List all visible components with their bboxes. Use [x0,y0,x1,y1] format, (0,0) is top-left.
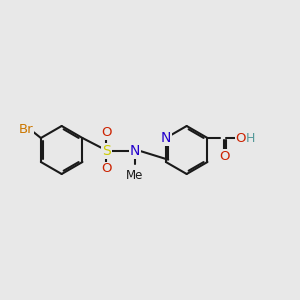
Text: O: O [236,131,246,145]
Text: Me: Me [126,169,143,182]
Text: H: H [246,131,256,145]
Text: N: N [130,144,140,158]
Text: O: O [219,150,230,163]
Text: N: N [161,131,171,145]
Text: O: O [101,126,112,139]
Text: Br: Br [19,123,33,136]
Text: O: O [101,163,112,176]
Text: S: S [102,144,111,158]
